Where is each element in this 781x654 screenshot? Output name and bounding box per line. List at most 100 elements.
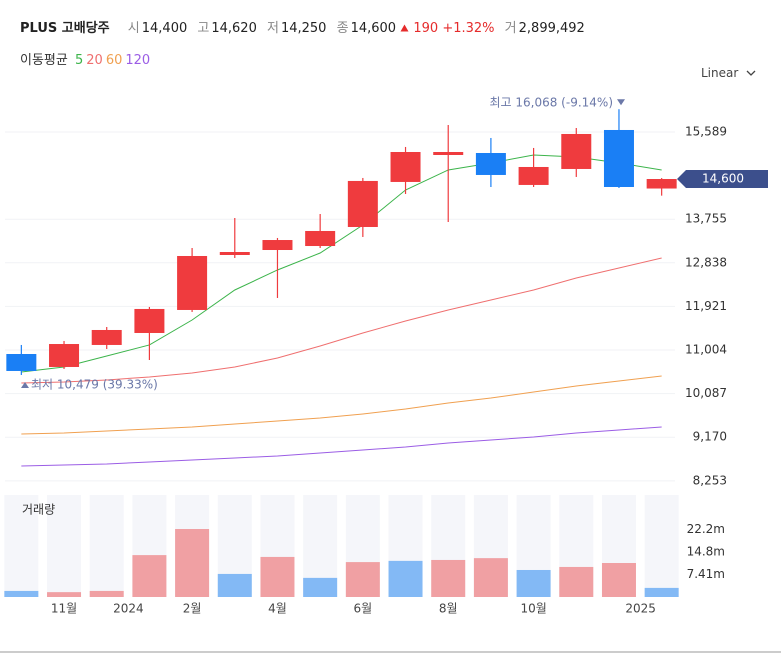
scale-mode: Linear — [701, 66, 739, 80]
volume-value: 2,899,492 — [518, 21, 585, 36]
volume-label: 거 — [504, 21, 517, 36]
y-tick-label: 9,170 — [693, 430, 727, 444]
candle-body — [603, 129, 634, 187]
price-box-label: 14,600 — [702, 172, 744, 186]
price-box — [677, 170, 768, 189]
ma-line — [21, 426, 662, 467]
candle-body — [262, 240, 293, 251]
volume-bar — [260, 556, 295, 597]
volume-column-bg — [175, 495, 210, 597]
volume-column-bg — [303, 495, 338, 597]
x-tick-label: 10월 — [520, 602, 546, 616]
y-tick-label: 12,838 — [685, 255, 727, 269]
volume-column-bg — [559, 495, 594, 597]
volume-bar — [345, 562, 380, 597]
close-value: 14,600 — [350, 21, 397, 36]
high-label: 고 — [197, 21, 210, 36]
candle-body — [646, 179, 677, 189]
volume-bar — [644, 587, 679, 597]
change-percent: +1.32% — [442, 21, 495, 36]
moving-average-legend: 이동평균 5 20 60 120 — [20, 49, 153, 68]
volume-column-bg — [473, 495, 508, 597]
volume-bar — [303, 577, 338, 597]
volume-bar — [431, 559, 466, 597]
y-tick-label: 13,755 — [685, 212, 727, 226]
high-value: 14,620 — [211, 21, 257, 36]
y-tick-label: 11,921 — [685, 299, 727, 313]
max-arrow — [617, 99, 625, 106]
y-tick-label: 8,253 — [693, 473, 727, 487]
candle-body — [561, 133, 592, 169]
x-tick-label: 2월 — [183, 602, 202, 616]
candle-body — [518, 166, 549, 185]
change-value: 190 — [413, 21, 439, 36]
ma-line — [21, 154, 662, 373]
volume-tick-label: 14.8m — [687, 545, 725, 559]
volume-title: 거래량 — [22, 503, 55, 517]
open-value: 14,400 — [141, 21, 188, 36]
volume-column-bg — [644, 495, 679, 597]
ma-line — [21, 375, 662, 435]
volume-bar — [601, 563, 636, 597]
ma-legend-item: 120 — [125, 53, 151, 68]
candle-body — [91, 329, 122, 345]
candle-body — [219, 252, 250, 255]
ma-legend-item: 5 — [74, 53, 84, 68]
volume-bar — [132, 555, 167, 597]
candle-body — [49, 344, 80, 367]
scale-dropdown[interactable]: Linear — [701, 66, 756, 80]
volume-column-bg — [516, 495, 551, 597]
x-tick-label: 11월 — [51, 602, 77, 616]
chevron — [746, 70, 756, 76]
candle-body — [475, 152, 506, 175]
candle-body — [6, 354, 37, 371]
volume-column-bg — [89, 495, 124, 597]
volume-bar — [559, 566, 594, 597]
volume-column-bg — [388, 495, 423, 597]
volume-tick-label: 22.2m — [687, 522, 725, 536]
candle-body — [134, 308, 165, 333]
volume-bar — [89, 590, 124, 597]
volume-column-bg — [601, 495, 636, 597]
volume-bar — [47, 592, 82, 597]
volume-bar — [388, 560, 423, 597]
ma-legend-item: 60 — [105, 53, 123, 68]
volume-column-bg — [4, 495, 39, 597]
x-tick-label: 6월 — [354, 602, 373, 616]
min-arrow — [21, 381, 29, 388]
candle-body — [390, 152, 421, 182]
volume-column-bg — [47, 495, 82, 597]
x-tick-label: 2025 — [625, 602, 656, 616]
close-label: 종 — [336, 21, 349, 36]
volume-column-bg — [260, 495, 295, 597]
volume-bar — [473, 558, 508, 597]
min-annotation: 최저 10,479 (39.33%) — [31, 377, 158, 391]
volume-bar — [4, 590, 39, 597]
volume-column-bg — [431, 495, 466, 597]
quote-header: PLUS 고배당주 시 14,400 고 14,620 저 14,250 종 14,60… — [20, 17, 585, 36]
ma-legend-item: 20 — [86, 53, 103, 68]
volume-tick-label: 7.41m — [687, 567, 725, 581]
candle-body — [433, 152, 464, 155]
candle-body — [177, 255, 208, 310]
candle-body — [347, 180, 378, 227]
y-tick-label: 10,087 — [685, 386, 727, 400]
low-label: 저 — [267, 21, 279, 36]
ma-line — [21, 257, 662, 384]
volume-bar — [217, 573, 252, 597]
stock-name: PLUS 고배당주 — [20, 21, 110, 36]
x-tick-label: 2024 — [113, 602, 144, 616]
x-tick-label: 8월 — [439, 602, 458, 616]
max-annotation: 최고 16,068 (-9.14%) — [489, 96, 613, 110]
ma-title: 이동평균 — [20, 53, 68, 68]
open-label: 시 — [127, 21, 140, 36]
volume-bar — [516, 569, 551, 597]
x-tick-label: 4월 — [268, 602, 287, 616]
low-value: 14,250 — [280, 21, 327, 36]
volume-column-bg — [345, 495, 380, 597]
y-tick-label: 15,589 — [685, 124, 727, 138]
candle-body — [305, 230, 336, 247]
y-tick-label: 11,004 — [685, 343, 727, 357]
